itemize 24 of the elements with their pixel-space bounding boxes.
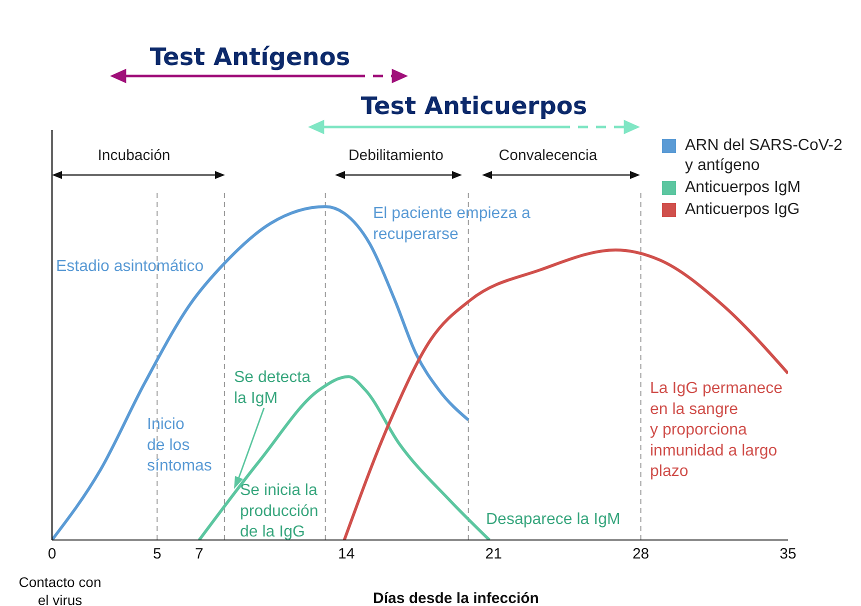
x-tick-label: 0 (48, 546, 56, 563)
annotation: Estadio asintomático (56, 258, 204, 275)
x-tick-label: 5 (152, 546, 162, 563)
x-axis-title: Días desde la infección (373, 590, 539, 606)
annotation: Se inicia la producción de la IgG (240, 482, 318, 541)
x-tick-label: 14 (338, 546, 355, 563)
text: Contacto con el virus (18, 574, 102, 606)
annotation: La IgG permanece en la sangre y proporciona inmunidad a largo plazo (650, 380, 783, 480)
legend-label: ARN del SARS-CoV-2 y antígeno (685, 136, 844, 176)
text: Debilitamiento (348, 147, 444, 164)
annotation: El paciente empieza a recuperarse (373, 205, 531, 243)
x-tick-label: 21 (485, 546, 502, 563)
annotation: Inicio de los síntomas (147, 416, 212, 475)
annotation: Desaparece la IgM (486, 511, 620, 528)
x-tick-label: 35 (780, 546, 796, 563)
text: Incubación (98, 147, 170, 164)
x-tick-label: 7 (195, 546, 204, 563)
text: Test Antígenos (150, 43, 350, 71)
legend-label: Anticuerpos IgM (685, 178, 801, 198)
text: Test Anticuerpos (360, 92, 588, 120)
annotation: Se detecta la IgM (234, 369, 311, 407)
legend-label: Anticuerpos IgG (685, 200, 800, 220)
x-tick-label: 28 (632, 546, 650, 563)
text: Convalecencia (498, 147, 598, 164)
